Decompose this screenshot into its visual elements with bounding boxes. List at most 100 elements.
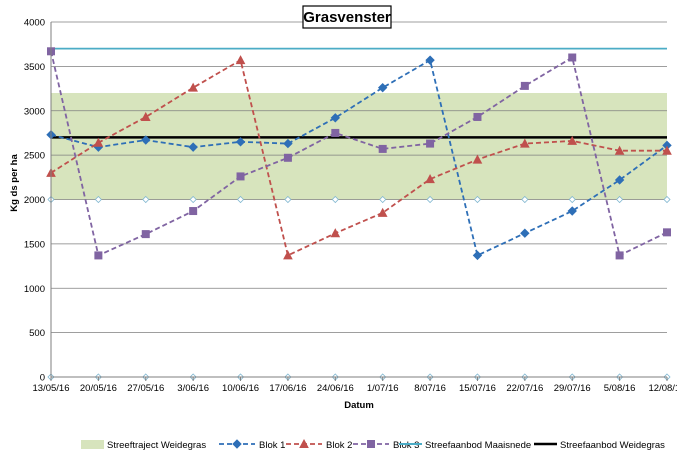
- series-layer: [46, 47, 672, 381]
- data-point: [188, 82, 198, 92]
- data-point: [472, 154, 483, 164]
- y-tick-label: 3500: [24, 62, 45, 73]
- data-point: [473, 112, 482, 121]
- y-tick-label: 2000: [24, 195, 45, 206]
- y-tick-label: 500: [29, 328, 45, 339]
- x-tick-label: 5/08/16: [604, 383, 636, 394]
- data-point: [615, 251, 624, 260]
- x-tick-label: 22/07/16: [506, 383, 543, 394]
- baseline-marker: [521, 195, 529, 204]
- title-box: [302, 5, 392, 29]
- y-tick-label: 0: [40, 373, 45, 384]
- data-point: [140, 111, 151, 121]
- legend-marker-blok-2: [286, 438, 322, 448]
- chart-title: Grasvenster: [303, 9, 391, 26]
- data-point: [235, 137, 246, 147]
- legend-marker: [367, 440, 375, 448]
- x-tick-label: 27/05/16: [127, 383, 164, 394]
- baseline-marker: [663, 195, 671, 204]
- baseline-marker: [426, 195, 434, 204]
- baseline-marker: [94, 195, 102, 204]
- x-tick-label: 1/07/16: [367, 383, 399, 394]
- legend-label-blok-2: Blok 2: [326, 440, 352, 451]
- baseline-marker: [236, 195, 245, 204]
- baseline-marker: [616, 195, 624, 204]
- legend-marker: [232, 439, 242, 449]
- data-point: [141, 230, 150, 239]
- data-point: [141, 135, 151, 145]
- legend-label-weidegras: Streefaanbod Weidegras: [560, 440, 665, 451]
- legend-label-blok-1: Blok 1: [259, 440, 285, 451]
- data-point: [567, 206, 577, 216]
- y-tick-label: 2500: [24, 151, 45, 162]
- data-point: [614, 175, 625, 185]
- x-tick-label: 13/05/16: [33, 383, 70, 394]
- data-point: [567, 135, 578, 145]
- baseline-marker: [473, 195, 482, 204]
- legend-label-maaisnede: Streefaanbod Maaisnede: [425, 440, 531, 451]
- data-point: [189, 207, 198, 216]
- x-tick-label: 8/07/16: [414, 383, 446, 394]
- x-axis-title: Datum: [344, 400, 374, 411]
- series-blok-3: [47, 47, 671, 260]
- data-point: [330, 113, 341, 123]
- target-band-layer: [51, 93, 667, 200]
- legend-label-blok-3: Blok 3: [393, 440, 419, 451]
- series-line: [50, 58, 667, 257]
- data-point: [188, 142, 198, 152]
- legend-marker-blok-1: [219, 439, 255, 449]
- data-point: [236, 172, 245, 181]
- reference-lines: [51, 47, 667, 139]
- x-tick-label: 10/06/16: [222, 383, 259, 394]
- x-tick-label: 29/07/16: [554, 383, 591, 394]
- y-tick-labels: 0 500 1000 1500 2000 2500 3000 3500 4000: [24, 18, 45, 384]
- series-line: [50, 51, 668, 257]
- axes: [50, 22, 668, 381]
- legend-swatch-band: [81, 440, 104, 449]
- baseline-marker: [379, 195, 387, 204]
- data-point: [377, 82, 388, 93]
- x-tick-label: 24/06/16: [317, 383, 354, 394]
- data-point: [520, 81, 529, 90]
- series-blok-2: [46, 55, 672, 260]
- series-blok-1: [46, 55, 672, 261]
- legend: Streeftraject Weidegras Blok 1 Blok 2 Bl…: [81, 438, 665, 451]
- y-tick-label: 1500: [24, 239, 45, 250]
- x-tick-label: 12/08/16: [649, 383, 677, 394]
- baseline-marker: [142, 195, 150, 204]
- x-tick-labels: 13/05/16 20/05/16 27/05/16 3/06/16 10/06/16 1…: [33, 383, 677, 394]
- data-point: [283, 153, 292, 162]
- data-point: [377, 207, 388, 217]
- baseline-marker: [331, 195, 339, 204]
- data-point: [426, 139, 435, 148]
- y-tick-label: 4000: [24, 18, 45, 29]
- y-tick-label: 3000: [24, 106, 45, 117]
- data-point: [235, 55, 246, 65]
- y-tick-label: 1000: [24, 284, 45, 295]
- data-point: [520, 138, 530, 148]
- x-tick-label: 3/06/16: [177, 383, 209, 394]
- data-point: [663, 228, 671, 237]
- legend-marker: [299, 438, 309, 448]
- data-point: [283, 250, 293, 260]
- baseline-marker: [189, 195, 197, 204]
- data-point: [378, 144, 387, 153]
- data-point: [93, 137, 104, 147]
- series-line: [50, 58, 668, 257]
- data-point: [331, 128, 340, 137]
- data-point: [520, 228, 530, 238]
- data-point: [425, 174, 435, 184]
- x-tick-label: 20/05/16: [80, 383, 117, 394]
- data-point: [568, 53, 577, 62]
- legend-label-band: Streeftraject Weidegras: [107, 440, 206, 451]
- data-point: [94, 251, 103, 260]
- baseline-marker: [284, 195, 292, 204]
- legend-marker-blok-3: [353, 440, 389, 448]
- data-point: [283, 138, 293, 149]
- x-tick-label: 17/06/16: [269, 383, 306, 394]
- data-point: [614, 145, 625, 155]
- data-point: [662, 145, 672, 155]
- y-axis-title: Kg ds per ha: [9, 154, 20, 212]
- data-point: [472, 250, 483, 261]
